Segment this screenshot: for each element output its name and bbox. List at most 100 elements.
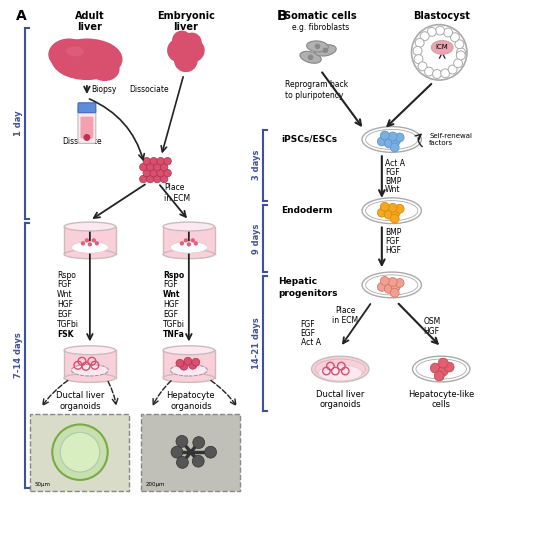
Text: 200μm: 200μm: [146, 482, 165, 487]
Text: EGF: EGF: [57, 310, 72, 319]
Circle shape: [395, 133, 404, 142]
Text: HGF: HGF: [385, 246, 401, 255]
FancyBboxPatch shape: [31, 414, 129, 491]
Circle shape: [323, 48, 328, 53]
Text: Hepatocyte-like
cells: Hepatocyte-like cells: [408, 390, 474, 409]
Circle shape: [391, 137, 400, 146]
Circle shape: [381, 202, 389, 211]
Circle shape: [157, 170, 164, 177]
Circle shape: [184, 358, 192, 365]
Bar: [64, 350, 115, 378]
Circle shape: [377, 208, 386, 217]
Circle shape: [384, 139, 393, 148]
Text: Rspo: Rspo: [163, 271, 184, 280]
Text: Hepatocyte
organoids: Hepatocyte organoids: [167, 391, 215, 411]
Text: FSK: FSK: [57, 330, 74, 339]
Circle shape: [172, 31, 192, 51]
Text: Dissociate: Dissociate: [129, 86, 169, 95]
Circle shape: [441, 69, 450, 78]
Circle shape: [192, 358, 200, 366]
Circle shape: [377, 282, 386, 291]
Text: HGF: HGF: [57, 300, 73, 309]
Circle shape: [184, 238, 188, 242]
Text: Biopsy: Biopsy: [91, 86, 116, 95]
Ellipse shape: [71, 364, 108, 376]
Circle shape: [430, 363, 440, 373]
Ellipse shape: [64, 346, 115, 355]
Text: 50μm: 50μm: [34, 482, 51, 487]
Ellipse shape: [319, 365, 362, 381]
Ellipse shape: [431, 41, 453, 54]
Circle shape: [415, 38, 424, 47]
Circle shape: [388, 203, 397, 212]
Circle shape: [176, 456, 188, 468]
Text: FGF: FGF: [57, 280, 72, 290]
Circle shape: [171, 446, 183, 458]
Circle shape: [414, 54, 423, 63]
Circle shape: [391, 282, 400, 291]
Ellipse shape: [64, 250, 115, 259]
Text: HGF: HGF: [424, 327, 439, 336]
Text: Reprogram back
to pluripotency: Reprogram back to pluripotency: [285, 80, 348, 100]
Circle shape: [157, 157, 164, 165]
FancyBboxPatch shape: [78, 103, 96, 113]
Circle shape: [85, 238, 89, 242]
Text: Hepatic: Hepatic: [278, 277, 317, 286]
Ellipse shape: [170, 364, 208, 376]
Text: Blastocyst: Blastocyst: [413, 11, 469, 21]
Text: Ductal liver
organoids: Ductal liver organoids: [316, 390, 364, 409]
Circle shape: [395, 204, 404, 213]
Circle shape: [154, 163, 161, 171]
Text: Place
in ECM: Place in ECM: [164, 183, 190, 202]
Text: 1 day: 1 day: [13, 110, 23, 136]
Ellipse shape: [51, 38, 122, 80]
Ellipse shape: [300, 51, 321, 63]
Text: Wnt: Wnt: [385, 185, 400, 195]
Circle shape: [454, 59, 462, 68]
Circle shape: [391, 208, 400, 217]
Circle shape: [174, 48, 198, 72]
Bar: [163, 226, 215, 254]
Ellipse shape: [71, 241, 108, 253]
Circle shape: [390, 214, 399, 223]
Circle shape: [384, 285, 393, 294]
Circle shape: [143, 157, 150, 165]
Text: 7-14 days: 7-14 days: [13, 332, 23, 378]
Text: B: B: [277, 9, 287, 23]
Text: TNFa: TNFa: [163, 330, 185, 339]
Circle shape: [88, 242, 92, 246]
Text: EGF: EGF: [301, 329, 316, 338]
Circle shape: [52, 424, 108, 480]
Circle shape: [388, 132, 397, 141]
Text: EGF: EGF: [163, 310, 178, 319]
Text: Adult
liver: Adult liver: [75, 11, 105, 32]
FancyBboxPatch shape: [141, 414, 240, 491]
Circle shape: [194, 241, 198, 246]
Circle shape: [191, 238, 195, 242]
Circle shape: [84, 134, 91, 141]
Ellipse shape: [90, 57, 120, 81]
Circle shape: [143, 170, 150, 177]
Circle shape: [95, 241, 99, 246]
Circle shape: [164, 170, 171, 177]
Text: Rspo: Rspo: [57, 271, 76, 280]
Circle shape: [167, 38, 191, 62]
Circle shape: [182, 33, 202, 52]
Ellipse shape: [412, 356, 470, 382]
Circle shape: [427, 27, 436, 36]
Text: Act A: Act A: [385, 158, 405, 168]
Circle shape: [448, 65, 457, 74]
Ellipse shape: [362, 198, 421, 224]
Text: OSM: OSM: [424, 317, 441, 326]
Circle shape: [457, 48, 466, 57]
Text: 14-21 days: 14-21 days: [252, 317, 261, 369]
Circle shape: [436, 26, 445, 35]
Circle shape: [193, 436, 205, 449]
Circle shape: [186, 242, 191, 246]
Text: Wnt: Wnt: [57, 290, 73, 299]
Circle shape: [160, 163, 168, 171]
Text: BMP: BMP: [385, 176, 401, 186]
Circle shape: [434, 371, 444, 381]
Bar: [163, 350, 215, 378]
Text: FGF: FGF: [301, 320, 315, 329]
